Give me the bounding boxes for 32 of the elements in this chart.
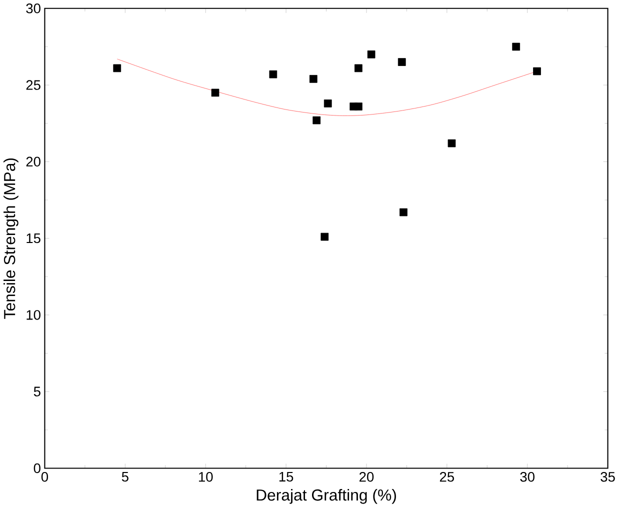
point [324, 99, 332, 108]
y-tick-label: 25 [26, 80, 40, 90]
y-axis-title: Tensile Strength (MPa) [4, 158, 18, 319]
x-tick-label: 10 [198, 472, 213, 482]
point [312, 116, 321, 124]
y-tick-label: 15 [26, 233, 40, 243]
y-tick-label: 30 [26, 3, 40, 14]
point [367, 50, 376, 58]
y-tick-label: 10 [26, 310, 40, 320]
point [354, 64, 362, 72]
point [448, 139, 456, 148]
x-tick-label: 15 [279, 472, 294, 482]
point [400, 208, 408, 216]
y-tick-label: 5 [34, 386, 40, 396]
point [269, 70, 278, 78]
x-tick-label: 0 [41, 472, 48, 482]
point [354, 102, 362, 110]
point [309, 74, 318, 83]
point [113, 64, 122, 72]
x-tick-label: 30 [520, 472, 534, 482]
x-tick-label: 25 [440, 472, 454, 482]
x-tick-label: 20 [360, 472, 374, 482]
point [320, 232, 329, 241]
x-tick-label: 35 [600, 472, 615, 482]
y-tick-label: 0 [34, 463, 40, 473]
point [512, 42, 520, 50]
y-tick-label: 20 [26, 156, 40, 166]
point [533, 67, 541, 75]
x-axis-title: Derajat Grafting (%) [256, 488, 396, 504]
point [398, 58, 406, 66]
point [211, 88, 220, 96]
x-tick-label: 5 [122, 472, 128, 482]
